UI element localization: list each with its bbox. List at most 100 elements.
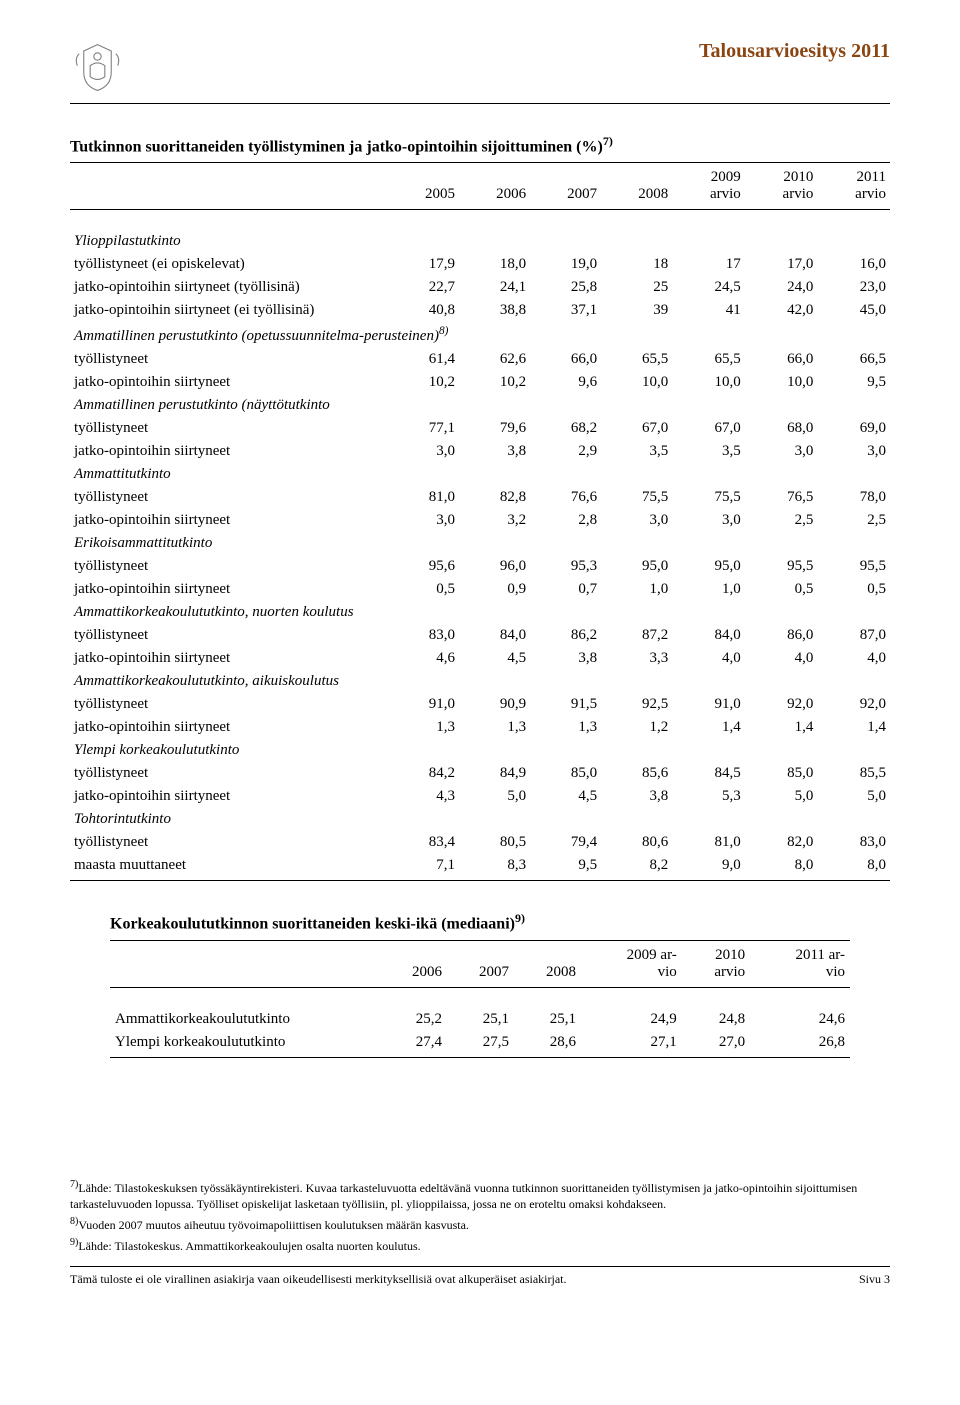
table1-cell: 84,0: [459, 624, 530, 647]
table1-row-label: jatko-opintoihin siirtyneet: [70, 785, 388, 808]
table1-cell: 1,4: [817, 716, 890, 739]
table1-cell: 25,8: [530, 276, 601, 299]
table1-cell: 39: [601, 299, 672, 322]
header-title: Talousarvioesitys 2011: [699, 40, 890, 63]
table2-cell: 25,1: [514, 1008, 581, 1031]
table1-cell: 17,0: [745, 253, 818, 276]
table1-data-row: jatko-opintoihin siirtyneet (työllisinä)…: [70, 276, 890, 299]
table2-title: Korkeakoulututkinnon suorittaneiden kesk…: [110, 911, 850, 933]
table1-cell: 86,0: [745, 624, 818, 647]
table1-data-row: työllistyneet83,480,579,480,681,082,083,…: [70, 831, 890, 854]
table1-row-label: jatko-opintoihin siirtyneet: [70, 509, 388, 532]
table2-cell: 24,9: [581, 1008, 682, 1031]
table1-group-label: Ammatillinen perustutkinto (näyttötutkin…: [70, 394, 890, 417]
table1-cell: 4,5: [530, 785, 601, 808]
table1-cell: 3,0: [672, 509, 745, 532]
table1-data-row: jatko-opintoihin siirtyneet1,31,31,31,21…: [70, 716, 890, 739]
table1-cell: 80,6: [601, 831, 672, 854]
table1-cell: 4,5: [459, 647, 530, 670]
table1-cell: 95,5: [817, 555, 890, 578]
table1-cell: 65,5: [672, 348, 745, 371]
table1-cell: 66,0: [745, 348, 818, 371]
table1-row-label: työllistyneet: [70, 555, 388, 578]
table1-data-row: maasta muuttaneet7,18,39,58,29,08,08,0: [70, 854, 890, 881]
table1-cell: 3,0: [388, 509, 459, 532]
table1-cell: 95,0: [672, 555, 745, 578]
table1-cell: 1,4: [672, 716, 745, 739]
table1-cell: 76,6: [530, 486, 601, 509]
table2-col-header: 2011 ar-vio: [750, 940, 850, 987]
table1-cell: 2,5: [745, 509, 818, 532]
table2-cell: 28,6: [514, 1031, 581, 1058]
table1-cell: 81,0: [672, 831, 745, 854]
table1-cell: 4,0: [672, 647, 745, 670]
table1-data-row: jatko-opintoihin siirtyneet0,50,90,71,01…: [70, 578, 890, 601]
table1-cell: 95,0: [601, 555, 672, 578]
table1-cell: 38,8: [459, 299, 530, 322]
table2-cell: 25,1: [447, 1008, 514, 1031]
table1-cell: 96,0: [459, 555, 530, 578]
table1-data-row: työllistyneet84,284,985,085,684,585,085,…: [70, 762, 890, 785]
table1-cell: 0,7: [530, 578, 601, 601]
table2-data-row: Ylempi korkeakoulututkinto27,427,528,627…: [110, 1031, 850, 1058]
table1-data-row: työllistyneet77,179,668,267,067,068,069,…: [70, 417, 890, 440]
table1-group-label: Ammattitutkinto: [70, 463, 890, 486]
table1-cell: 9,6: [530, 371, 601, 394]
table1-cell: 3,3: [601, 647, 672, 670]
table1-cell: 5,0: [817, 785, 890, 808]
table1-cell: 10,2: [388, 371, 459, 394]
table1-cell: 4,3: [388, 785, 459, 808]
table1-cell: 42,0: [745, 299, 818, 322]
table1-cell: 1,4: [745, 716, 818, 739]
table2-col-header: [110, 940, 380, 987]
table1-cell: 9,5: [530, 854, 601, 881]
table1-cell: 3,5: [601, 440, 672, 463]
table1-row-label: työllistyneet: [70, 624, 388, 647]
table1-cell: 8,2: [601, 854, 672, 881]
table1-cell: 85,5: [817, 762, 890, 785]
table1-cell: 66,5: [817, 348, 890, 371]
table1-data-row: jatko-opintoihin siirtyneet3,03,82,93,53…: [70, 440, 890, 463]
table1-data-row: työllistyneet95,696,095,395,095,095,595,…: [70, 555, 890, 578]
table1-data-row: jatko-opintoihin siirtyneet3,03,22,83,03…: [70, 509, 890, 532]
table2-col-header: 2006: [380, 940, 447, 987]
table1-cell: 37,1: [530, 299, 601, 322]
table1-col-header: 2006: [459, 163, 530, 210]
table1-group-row: Ylempi korkeakoulututkinto: [70, 739, 890, 762]
table1-row-label: työllistyneet: [70, 693, 388, 716]
table1-data-row: työllistyneet81,082,876,675,575,576,578,…: [70, 486, 890, 509]
table1-cell: 75,5: [601, 486, 672, 509]
table1-cell: 9,0: [672, 854, 745, 881]
table2-row-label: Ylempi korkeakoulututkinto: [110, 1031, 380, 1058]
table1-cell: 84,0: [672, 624, 745, 647]
table1-cell: 83,0: [388, 624, 459, 647]
table1-cell: 17: [672, 253, 745, 276]
table1-cell: 68,0: [745, 417, 818, 440]
table1-title: Tutkinnon suorittaneiden työllistyminen …: [70, 134, 890, 156]
table1-cell: 83,0: [817, 831, 890, 854]
table1-cell: 2,8: [530, 509, 601, 532]
table1-group-row: Ammattikorkeakoulututkinto, aikuiskoulut…: [70, 670, 890, 693]
table1-cell: 17,9: [388, 253, 459, 276]
table2-col-header: 2007: [447, 940, 514, 987]
table1-cell: 92,0: [817, 693, 890, 716]
table1-data-row: työllistyneet (ei opiskelevat)17,918,019…: [70, 253, 890, 276]
table2-data-row: Ammattikorkeakoulututkinto25,225,125,124…: [110, 1008, 850, 1031]
table1-cell: 91,0: [672, 693, 745, 716]
table1-cell: 3,2: [459, 509, 530, 532]
table2-col-header: 2008: [514, 940, 581, 987]
table1-row-label: jatko-opintoihin siirtyneet (ei työllisi…: [70, 299, 388, 322]
table1-row-label: työllistyneet: [70, 348, 388, 371]
table1-cell: 5,0: [745, 785, 818, 808]
table1-cell: 66,0: [530, 348, 601, 371]
table1-cell: 91,0: [388, 693, 459, 716]
table1-data-row: työllistyneet61,462,666,065,565,566,066,…: [70, 348, 890, 371]
page-header: Talousarvioesitys 2011: [70, 40, 890, 104]
table1-data-row: työllistyneet91,090,991,592,591,092,092,…: [70, 693, 890, 716]
table1-cell: 75,5: [672, 486, 745, 509]
table1-cell: 9,5: [817, 371, 890, 394]
table1-cell: 76,5: [745, 486, 818, 509]
table1-col-header: [70, 163, 388, 210]
table1-cell: 3,0: [388, 440, 459, 463]
table1-col-header: 2010arvio: [745, 163, 818, 210]
